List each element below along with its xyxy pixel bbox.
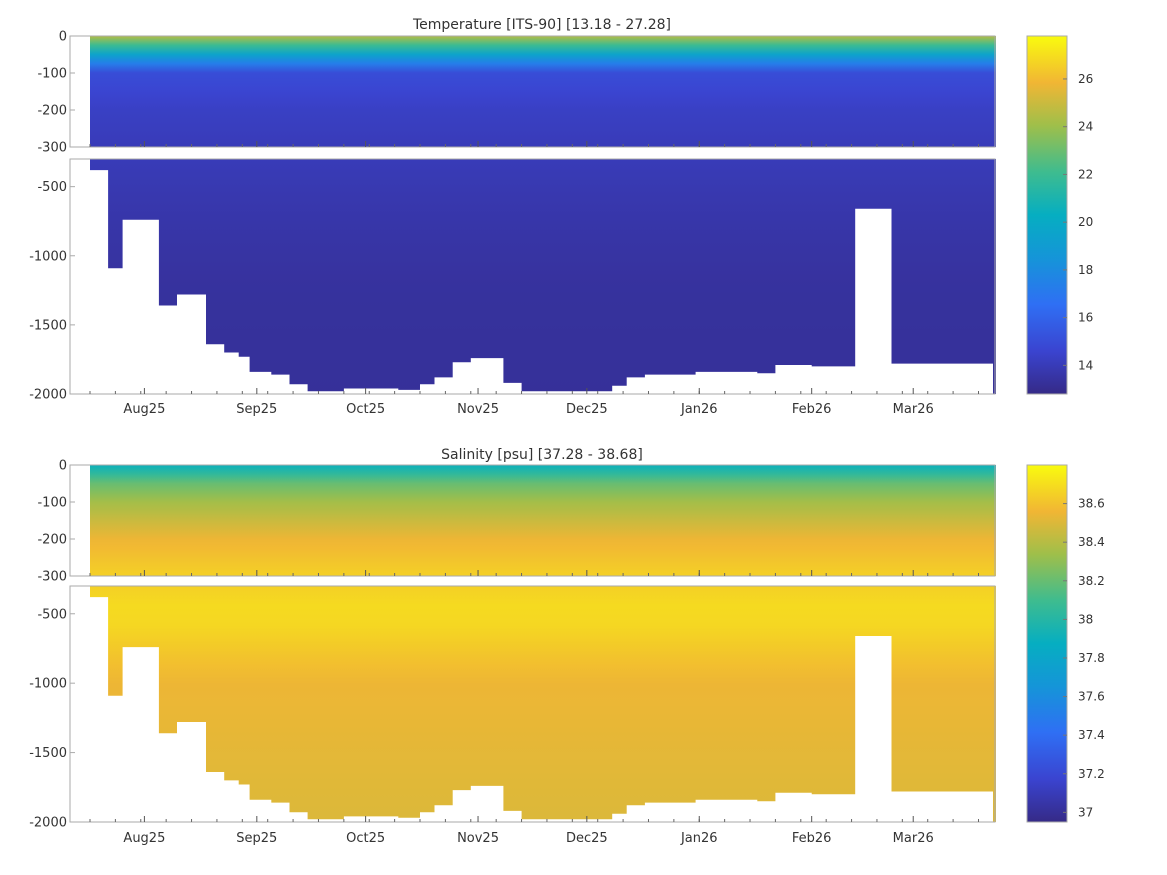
colorbar-tick-label: 37.8 [1078, 651, 1105, 665]
y-tick-label: -2000 [29, 816, 67, 831]
y-tick-label: 0 [59, 30, 67, 45]
temperature-x-ticks: Aug25 Sep25 Oct25 Nov25 Dec25 Jan26 Feb26 Mar26 [89, 141, 979, 417]
y-tick-label: -100 [37, 67, 67, 82]
colorbar-tick-label: 16 [1078, 311, 1093, 325]
x-tick-label: Oct25 [346, 831, 385, 846]
salinity-upper-frame [69, 464, 996, 577]
salinity-lower-plot [69, 585, 996, 823]
no-data-strip [71, 586, 90, 822]
temperature-colorbar: 14 16 18 20 22 24 26 [1026, 35, 1093, 395]
y-tick-label: -1500 [29, 318, 67, 333]
x-tick-label: Mar26 [893, 831, 934, 846]
salinity-y-ticks: 0 -100 -200 -300 -500 -1000 -1500 -2000 [29, 459, 75, 831]
colorbar-tick-label: 37.2 [1078, 767, 1105, 781]
bottom-mask-area [90, 597, 993, 822]
colorbar-tick-label: 38.6 [1078, 497, 1105, 511]
temperature-lower-plot [69, 158, 996, 395]
salinity-panel: Salinity [psu] [37.28 - 38.68] 0 -100 -200… [29, 447, 1105, 846]
colorbar-tick-label: 20 [1078, 215, 1093, 229]
x-tick-label: Mar26 [893, 402, 934, 417]
colorbar-tick-label: 37.4 [1078, 728, 1105, 742]
y-tick-label: -300 [37, 570, 67, 585]
temperature-y-ticks: 0 -100 -200 -300 -500 -1000 -1500 -2000 [29, 30, 75, 403]
colorbar-tick-label: 22 [1078, 167, 1093, 181]
salinity-x-ticks: Aug25 Sep25 Oct25 Nov25 Dec25 Jan26 Feb26 Mar26 [89, 570, 979, 846]
y-tick-label: -200 [37, 533, 67, 548]
colorbar-tick-label: 38.4 [1078, 535, 1105, 549]
x-tick-label: Dec25 [566, 402, 608, 417]
y-tick-label: -100 [37, 496, 67, 511]
y-tick-label: -1000 [29, 249, 67, 264]
temperature-upper-field [90, 36, 996, 147]
x-tick-label: Jan26 [680, 831, 718, 846]
y-tick-label: -1000 [29, 677, 67, 692]
x-tick-label: Jan26 [680, 402, 718, 417]
x-tick-label: Aug25 [123, 831, 165, 846]
y-tick-label: -300 [37, 141, 67, 156]
x-tick-label: Feb26 [792, 402, 832, 417]
salinity-upper-field [90, 465, 996, 576]
colorbar-gradient [1026, 464, 1068, 823]
colorbar-gradient [1026, 35, 1068, 395]
y-tick-label: 0 [59, 459, 67, 474]
colorbar-tick-label: 37 [1078, 805, 1093, 819]
x-tick-label: Dec25 [566, 831, 608, 846]
y-tick-label: -2000 [29, 388, 67, 403]
bottom-mask-area [90, 170, 993, 394]
x-tick-label: Nov25 [457, 402, 499, 417]
no-data-strip [71, 159, 90, 394]
colorbar-tick-label: 38 [1078, 612, 1093, 626]
x-tick-label: Feb26 [792, 831, 832, 846]
salinity-title: Salinity [psu] [37.28 - 38.68] [441, 447, 643, 463]
temperature-lower-field [90, 159, 996, 394]
temperature-upper-plot [69, 35, 996, 148]
temperature-lower-frame [69, 158, 996, 395]
salinity-lower-frame [69, 585, 996, 823]
x-tick-label: Sep25 [236, 402, 277, 417]
colorbar-tick-label: 18 [1078, 263, 1093, 277]
salinity-colorbar: 37 37.2 37.4 37.6 37.8 38 38.2 38.4 38.6 [1026, 464, 1105, 823]
colorbar-tick-label: 26 [1078, 72, 1093, 86]
y-tick-label: -500 [37, 607, 67, 622]
y-tick-label: -200 [37, 104, 67, 119]
salinity-upper-plot [69, 464, 996, 577]
y-tick-label: -500 [37, 180, 67, 195]
x-tick-label: Sep25 [236, 831, 277, 846]
x-tick-label: Oct25 [346, 402, 385, 417]
colorbar-tick-label: 38.2 [1078, 574, 1105, 588]
temperature-panel: Temperature [ITS-90] [13.18 - 27.28] 0 -1… [29, 17, 1093, 417]
salinity-bottom-mask [71, 586, 993, 822]
x-tick-label: Aug25 [123, 402, 165, 417]
x-tick-label: Nov25 [457, 831, 499, 846]
temperature-title: Temperature [ITS-90] [13.18 - 27.28] [412, 17, 671, 33]
colorbar-tick-label: 37.6 [1078, 690, 1105, 704]
salinity-lower-field [90, 586, 996, 822]
colorbar-tick-label: 14 [1078, 358, 1093, 372]
temperature-bottom-mask [71, 159, 993, 394]
temperature-upper-frame [69, 35, 996, 148]
colorbar-tick-label: 24 [1078, 120, 1093, 134]
y-tick-label: -1500 [29, 746, 67, 761]
